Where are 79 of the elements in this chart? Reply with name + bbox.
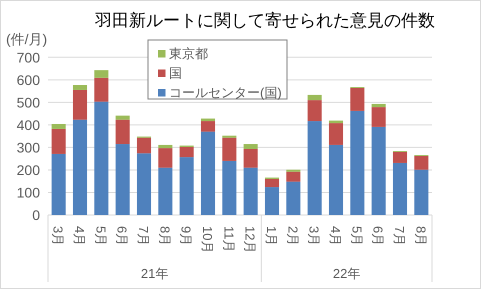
legend-label: 国 — [169, 66, 182, 80]
y-tick-label: 600 — [16, 72, 40, 88]
bar — [72, 120, 88, 215]
bar — [72, 90, 88, 120]
x-tick-label: 8月 — [157, 226, 172, 246]
bar — [222, 160, 236, 215]
x-tick-label: 3月 — [306, 226, 322, 246]
bar — [136, 153, 152, 215]
bar — [94, 102, 108, 215]
x-tick-label: 10月 — [200, 226, 215, 254]
chart-title: 羽田新ルートに関して寄せられた意見の件数 — [94, 11, 435, 30]
bar — [286, 182, 300, 215]
y-tick-label: 400 — [16, 116, 40, 133]
text: 21年 — [140, 266, 168, 281]
x-tick-label: 4月 — [72, 226, 87, 246]
x-tick-label: 2月 — [285, 226, 300, 246]
legend-label: コールセンター(国) — [169, 85, 282, 100]
bar — [94, 78, 108, 102]
text: 22年 — [332, 266, 360, 281]
bar — [372, 107, 386, 127]
x-tick-label: 4月 — [328, 226, 343, 246]
bar — [116, 144, 130, 215]
x-tick-label: 5月 — [349, 226, 364, 246]
bar — [116, 120, 130, 144]
x-tick-label: 6月 — [370, 226, 386, 246]
x-tick-label: 5月 — [93, 226, 108, 246]
bar — [94, 70, 108, 78]
bar — [52, 124, 66, 129]
x-tick-label: 9月 — [178, 226, 194, 246]
bar — [414, 156, 428, 170]
bar — [372, 104, 386, 108]
bar — [200, 132, 216, 215]
bar — [200, 121, 216, 132]
legend-label: 東京都 — [169, 46, 208, 61]
bar — [286, 172, 300, 182]
x-tick-label: 1月 — [264, 226, 279, 246]
x-tick-label: 8月 — [413, 226, 428, 246]
y-tick-label: 500 — [16, 94, 40, 110]
bar — [222, 138, 236, 161]
bar — [414, 170, 428, 215]
bar — [350, 110, 364, 215]
bar — [158, 144, 172, 148]
bar — [308, 94, 322, 100]
bar — [158, 168, 172, 215]
x-tick-label: 7月 — [136, 226, 151, 246]
x-tick-label: 11月 — [221, 226, 236, 252]
x-tick-label: 3月 — [50, 226, 66, 246]
y-tick-label: 300 — [16, 139, 40, 156]
bar — [392, 162, 408, 215]
y-tick-label: 700 — [16, 49, 40, 66]
bar — [328, 144, 344, 215]
bar — [180, 146, 194, 158]
x-tick-label: 12月 — [242, 226, 258, 254]
bar — [264, 178, 280, 188]
bar — [328, 123, 344, 145]
y-tick-label: 0 — [32, 207, 40, 223]
y-tick-label: 200 — [16, 162, 40, 178]
bar — [52, 154, 66, 215]
y-axis-title: (件/月) — [6, 31, 48, 47]
x-tick-label: 6月 — [114, 226, 130, 246]
bar — [350, 88, 364, 111]
bar — [72, 85, 88, 90]
bar — [158, 148, 172, 168]
bar — [116, 116, 130, 120]
bar — [308, 121, 322, 215]
bar — [200, 118, 216, 122]
bar — [264, 187, 280, 215]
bar — [392, 152, 408, 163]
bar — [244, 148, 258, 168]
bar — [244, 144, 258, 149]
bar — [308, 100, 322, 122]
bar — [372, 126, 386, 215]
bar — [136, 138, 152, 154]
bar — [328, 120, 344, 124]
bar — [52, 128, 66, 154]
bar — [244, 168, 258, 215]
bar — [180, 157, 194, 215]
y-tick-label: 100 — [16, 184, 40, 200]
x-tick-label: 7月 — [392, 226, 407, 246]
